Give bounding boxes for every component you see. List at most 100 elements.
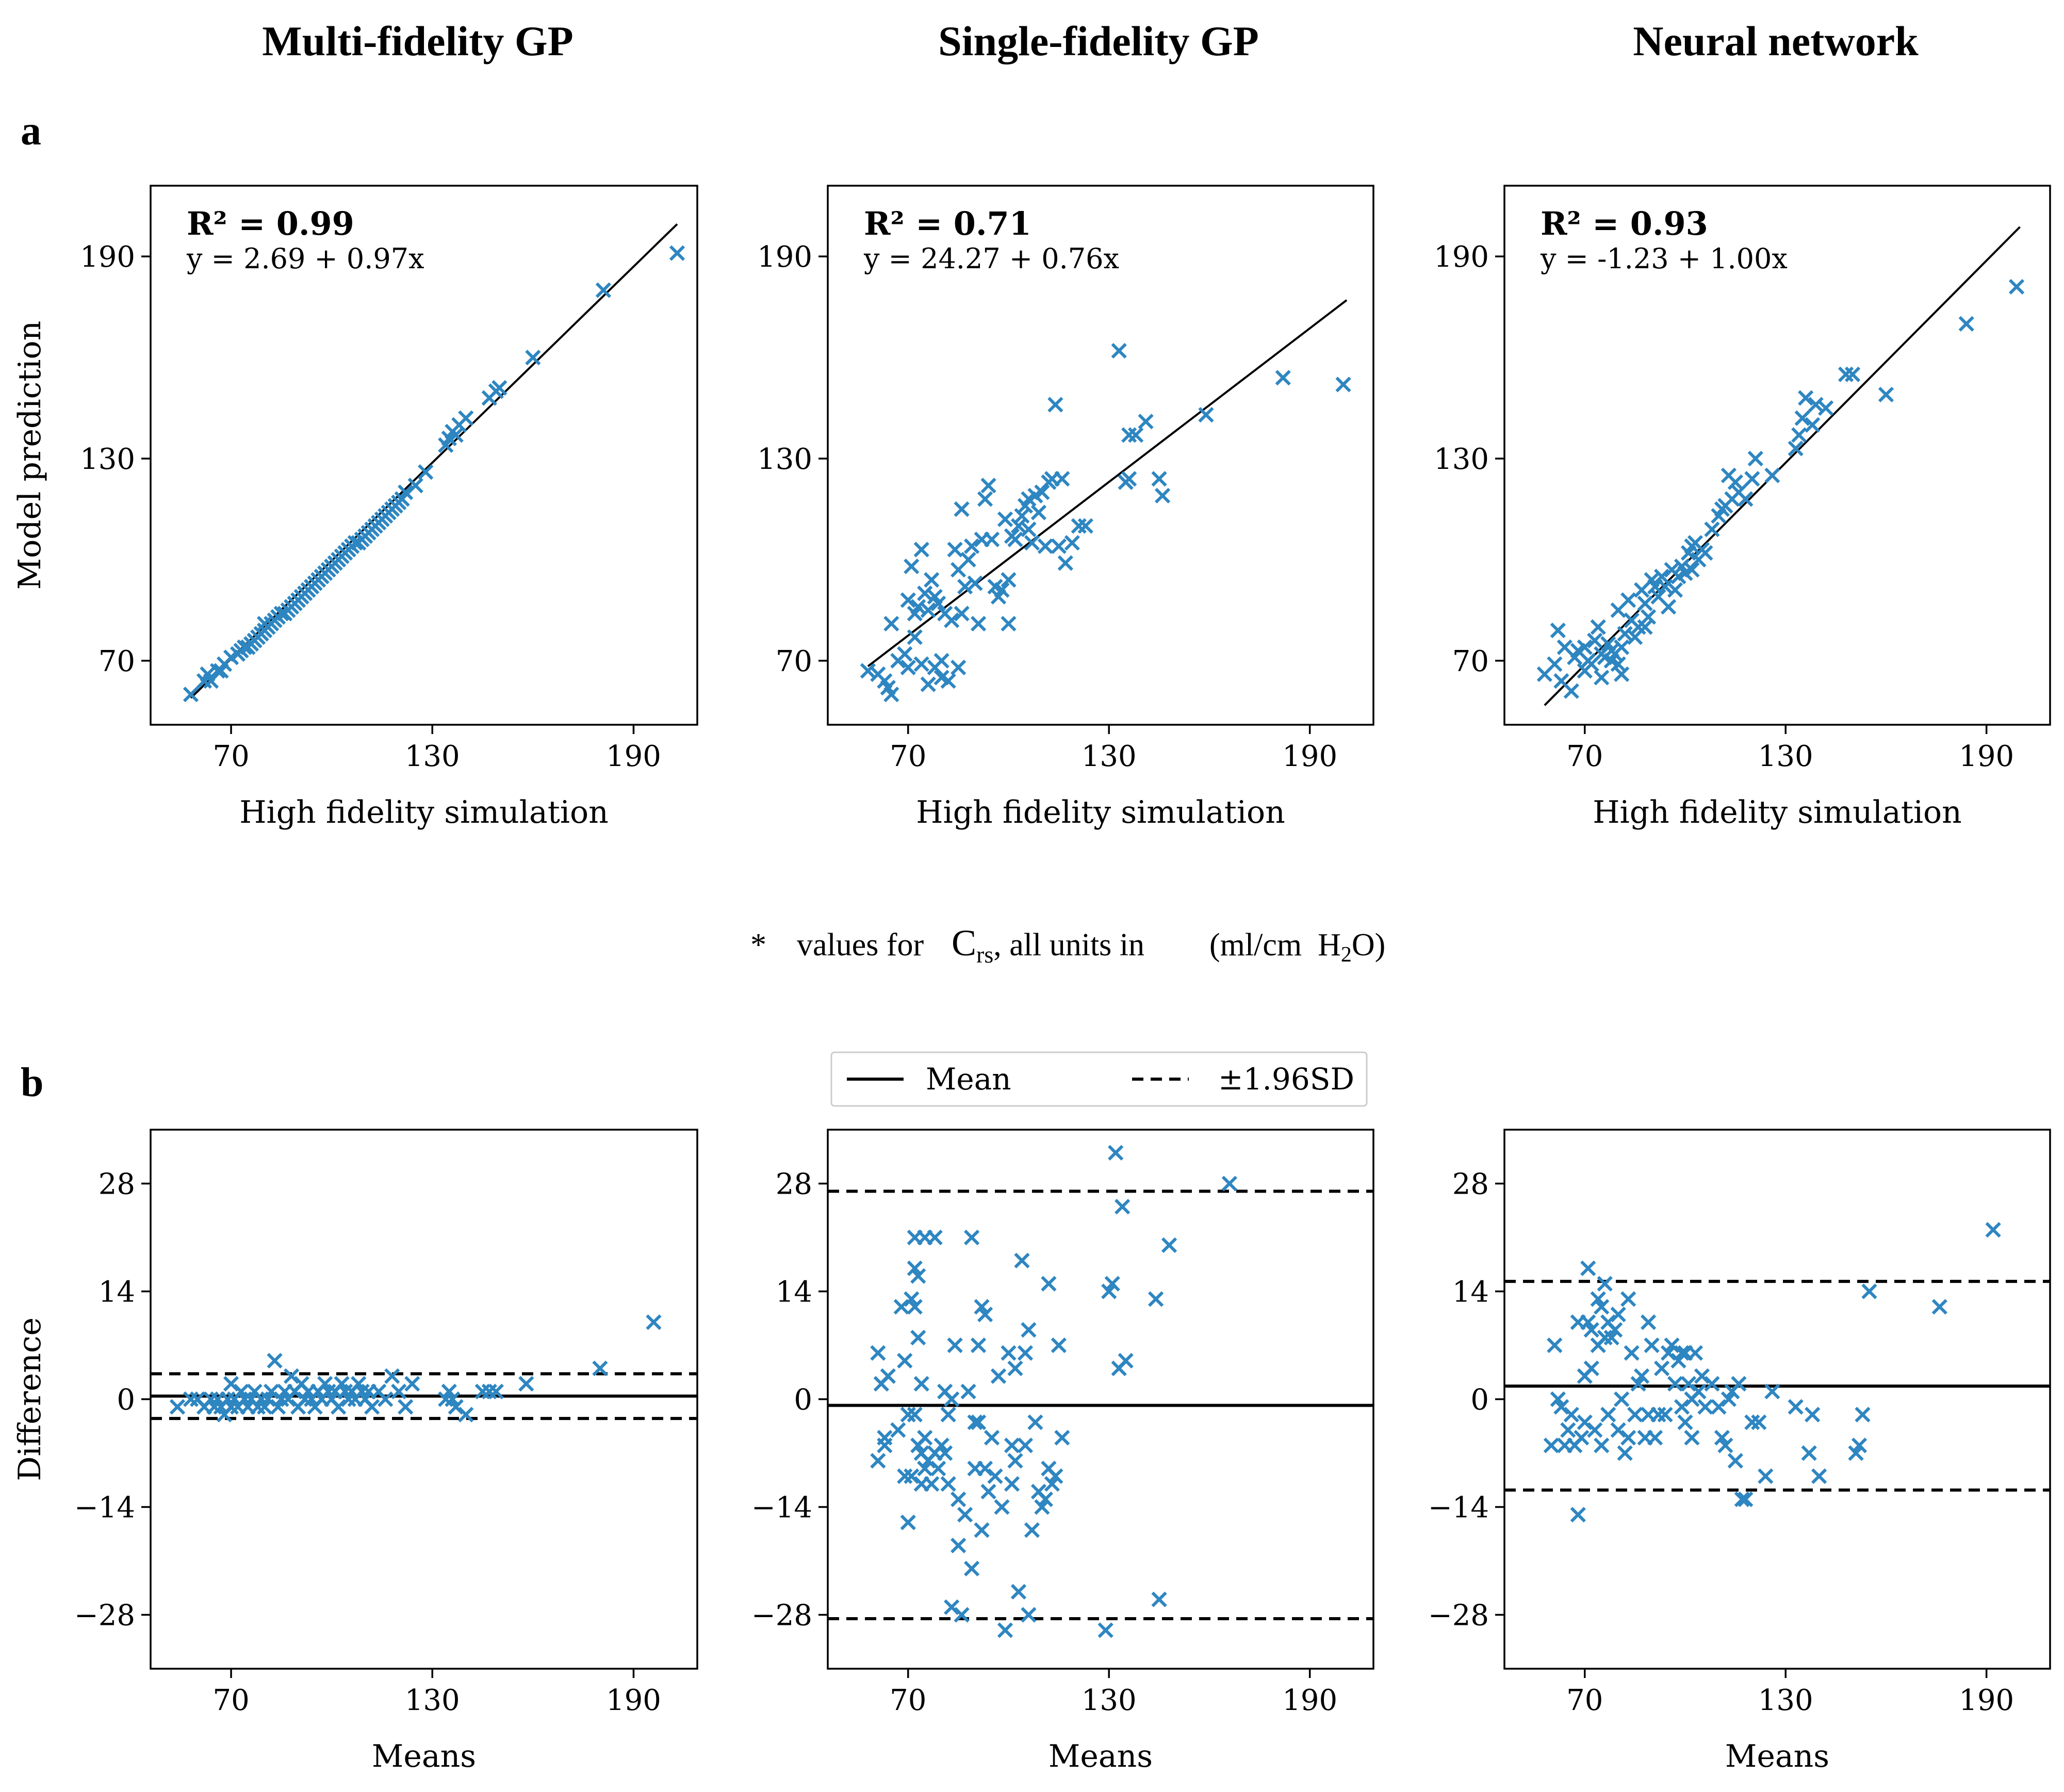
chart-0-ytick-label-190: 190 (80, 240, 135, 274)
chart-4-ytick-label-28: 28 (776, 1168, 812, 1201)
chart-4-point-64 (1007, 1360, 1023, 1376)
chart-2-point-32 (1637, 595, 1653, 612)
chart-1-point-37 (970, 615, 987, 632)
svg-text:* values for: * values for (750, 927, 924, 963)
chart-0-xtick-label-190: 190 (606, 740, 661, 773)
chart-5-ytick-label-28: 28 (1452, 1168, 1489, 1201)
chart-1-point-47 (1001, 615, 1017, 632)
chart-4-point-66 (1010, 1584, 1027, 1600)
chart-0-point-73 (669, 245, 685, 261)
chart-4-point-43 (957, 1507, 973, 1523)
chart-5-point-27 (1607, 1322, 1623, 1338)
chart-0-ylabel: Model prediction (12, 321, 48, 590)
chart-5-point-61 (1704, 1376, 1720, 1392)
panel-b-neural-network: 70 130 190 −28 −14 0 14 28 Means (1428, 1129, 2051, 1774)
panel-b-multi-fidelity-gp: 70 130 190 −28 −14 0 14 28 Means Difference (12, 1129, 698, 1774)
chart-3-ytick-label-14: 14 (99, 1276, 135, 1309)
chart-4-point-83 (1097, 1622, 1113, 1638)
chart-2-point-12 (1587, 632, 1603, 648)
chart-3-ytick-label-28: 28 (99, 1168, 135, 1201)
chart-5-point-12 (1577, 1414, 1593, 1430)
chart-1-point-0 (860, 663, 876, 679)
chart-5-point-30 (1614, 1391, 1630, 1407)
chart-0-ytick-label-130: 130 (80, 443, 135, 476)
chart-3-point-24 (267, 1353, 283, 1369)
chart-5-point-58 (1691, 1383, 1707, 1399)
chart-5-point-17 (1587, 1422, 1603, 1438)
units-note: * values for Crs, all units in (ml/cm H2… (750, 922, 1385, 968)
chart-4-point-71 (1021, 1607, 1037, 1623)
chart-5-point-39 (1640, 1314, 1657, 1330)
chart-4-point-89 (1118, 1353, 1134, 1369)
chart-1-point-35 (963, 538, 980, 554)
chart-5-point-31 (1617, 1445, 1633, 1461)
note-star: * (750, 927, 766, 963)
chart-4-point-31 (930, 1460, 946, 1476)
chart-5-point-54 (1680, 1376, 1697, 1392)
chart-4-plot-area (828, 1145, 1373, 1638)
chart-3-point-0 (169, 1399, 186, 1415)
chart-0-point-59 (398, 484, 414, 500)
chart-4-point-13 (904, 1468, 920, 1484)
chart-2-point-64 (1788, 441, 1804, 457)
chart-5-point-29 (1610, 1422, 1626, 1438)
chart-0-xtick-label-70: 70 (212, 740, 249, 773)
chart-1-point-4 (883, 687, 899, 703)
chart-4-point-6 (890, 1422, 906, 1438)
chart-5-point-34 (1624, 1345, 1640, 1361)
chart-5-point-69 (1734, 1491, 1750, 1507)
chart-1-point-46 (1001, 572, 1017, 588)
chart-1-point-41 (984, 531, 1000, 547)
chart-1-point-50 (1010, 518, 1027, 534)
note-units-close: O) (1352, 927, 1385, 963)
chart-2-point-67 (1798, 390, 1814, 406)
chart-4-point-76 (1037, 1491, 1054, 1507)
chart-2-point-1 (1547, 656, 1563, 672)
chart-3-point-11 (223, 1376, 239, 1392)
chart-2-r2-label: R² = 0.93 (1541, 205, 1708, 242)
column-title-multi-fidelity-gp: Multi-fidelity GP (262, 18, 574, 64)
chart-1-xtick-label-190: 190 (1282, 740, 1337, 773)
panel-b-single-fidelity-gp: 70 130 190 −28 −14 0 14 28 Means (751, 1129, 1374, 1774)
chart-4-point-17 (907, 1407, 923, 1423)
chart-5-point-59 (1694, 1368, 1710, 1384)
chart-2-point-60 (1738, 491, 1754, 507)
chart-3-point-58 (398, 1399, 414, 1415)
chart-2-point-71 (1838, 366, 1854, 382)
chart-1-point-76 (1154, 487, 1171, 503)
chart-0-point-70 (492, 380, 507, 396)
chart-3-plot-area (151, 1314, 697, 1423)
chart-4-point-29 (927, 1229, 943, 1246)
legend-mean-label: Mean (926, 1062, 1011, 1097)
chart-5-point-13 (1580, 1260, 1596, 1276)
chart-3-point-55 (378, 1391, 394, 1407)
column-title-neural-network: Neural network (1633, 18, 1919, 64)
panel-a-multi-fidelity-gp: 70 130 190 70 130 190 High fidelity simulation… (12, 185, 698, 830)
chart-5-ytick-label-14: 14 (1452, 1276, 1489, 1309)
chart-1-xtick-label-130: 130 (1082, 740, 1137, 773)
chart-4-point-85 (1104, 1276, 1120, 1292)
chart-5-xtick-label-130: 130 (1758, 1684, 1813, 1717)
chart-5-ytick-label--28: −28 (1428, 1599, 1489, 1633)
svg-text:Crs, all units in: Crs, all units in (952, 922, 1144, 968)
chart-1-point-40 (980, 478, 996, 494)
chart-1-point-45 (997, 511, 1013, 527)
chart-5-point-3 (1553, 1399, 1569, 1415)
chart-5-ytick-label-0: 0 (1470, 1383, 1489, 1417)
chart-2-frame (1503, 185, 2051, 726)
chart-2-point-63 (1764, 467, 1780, 483)
chart-4-point-69 (1017, 1345, 1034, 1361)
chart-4-point-63 (1004, 1476, 1020, 1492)
chart-4-point-65 (1007, 1453, 1023, 1469)
legend-frame (830, 1051, 1368, 1107)
chart-4-point-37 (944, 1391, 960, 1407)
chart-3-point-56 (384, 1368, 400, 1384)
chart-4-point-92 (1161, 1237, 1177, 1253)
chart-5-point-82 (1861, 1283, 1877, 1299)
chart-3-point-29 (284, 1368, 300, 1384)
panel-a-single-fidelity-gp: 70 130 190 70 130 190 High fidelity simulation… (757, 185, 1374, 830)
chart-4-point-45 (963, 1229, 980, 1246)
chart-0-point-72 (595, 282, 612, 298)
chart-4-xtick-label-70: 70 (890, 1684, 926, 1717)
